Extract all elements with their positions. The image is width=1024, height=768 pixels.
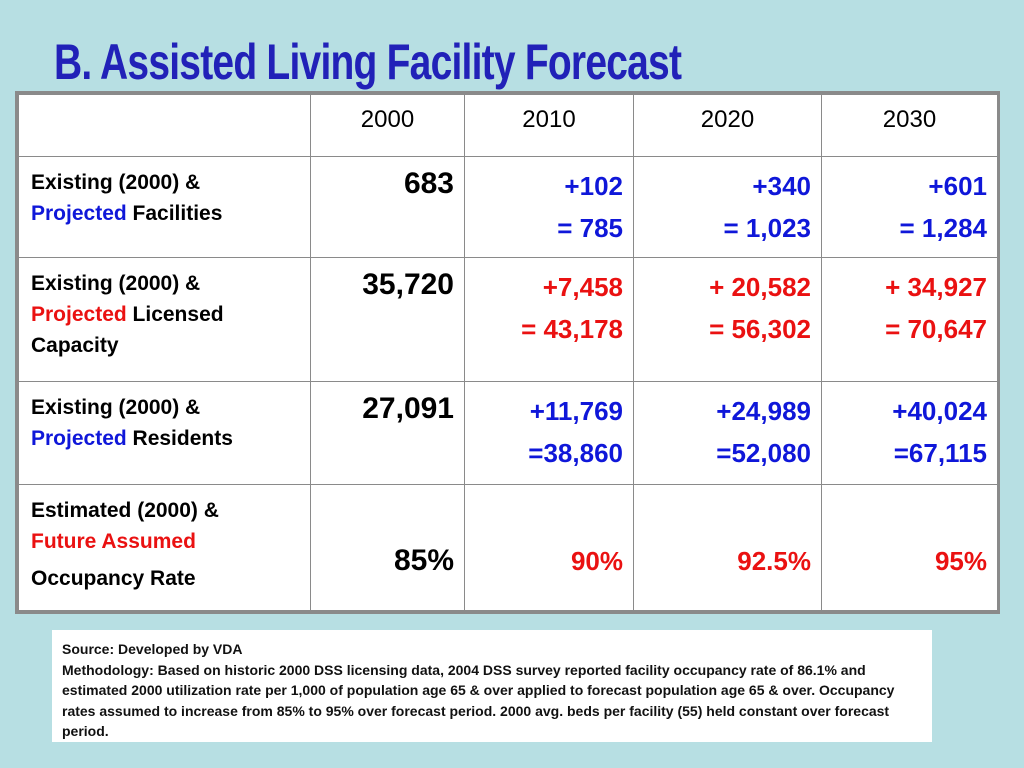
- label-rest: Occupancy Rate: [31, 567, 196, 590]
- base-value-2000: 85%: [310, 484, 465, 611]
- label-highlight: Projected: [31, 303, 127, 326]
- value-cell-2030: +40,024 =67,115: [821, 381, 998, 485]
- change-value: +7,458: [542, 272, 623, 302]
- table-header-row: 2000 2010 2020 2030: [18, 94, 998, 157]
- table-row: Existing (2000) & Projected Licensed Cap…: [18, 257, 998, 382]
- table-row: Existing (2000) & Projected Facilities 6…: [18, 156, 998, 258]
- value-cell-2030: 95%: [821, 484, 998, 611]
- value-cell-2030: +601 = 1,284: [821, 156, 998, 258]
- source-note: Source: Developed by VDA Methodology: Ba…: [52, 630, 932, 742]
- value-cell-2030: + 34,927 = 70,647: [821, 257, 998, 382]
- base-value-2000: 27,091: [310, 381, 465, 485]
- total-value: = 56,302: [709, 314, 811, 344]
- value-cell-2020: 92.5%: [633, 484, 822, 611]
- label-highlight: Projected: [31, 202, 127, 225]
- value-cell-2010: +11,769 =38,860: [464, 381, 634, 485]
- value-cell-2010: +102 = 785: [464, 156, 634, 258]
- value-cell-2020: +340 = 1,023: [633, 156, 822, 258]
- total-value: = 785: [557, 213, 623, 243]
- table-row: Existing (2000) & Projected Residents 27…: [18, 381, 998, 485]
- change-value: + 20,582: [709, 272, 811, 302]
- value-cell-2020: + 20,582 = 56,302: [633, 257, 822, 382]
- base-value-2000: 683: [310, 156, 465, 258]
- total-value: =38,860: [528, 438, 623, 468]
- forecast-table-container: 2000 2010 2020 2030 Existing (2000) & Pr…: [15, 91, 1000, 614]
- table-row: Estimated (2000) & Future Assumed Occupa…: [18, 484, 998, 611]
- label-rest: Facilities: [126, 202, 223, 225]
- header-cell-2030: 2030: [821, 94, 998, 157]
- change-value: +24,989: [716, 396, 811, 426]
- total-value: =67,115: [893, 438, 987, 468]
- row-label-residents: Existing (2000) & Projected Residents: [18, 381, 311, 485]
- value-cell-2010: 90%: [464, 484, 634, 611]
- label-highlight: Projected: [31, 427, 127, 450]
- label-highlight: Future Assumed: [31, 530, 196, 553]
- header-cell-2000: 2000: [310, 94, 465, 157]
- label-rest: Licensed Capacity: [31, 303, 224, 357]
- row-label-facilities: Existing (2000) & Projected Facilities: [18, 156, 311, 258]
- slide-title: B. Assisted Living Facility Forecast: [54, 34, 682, 90]
- value-cell-2020: +24,989 =52,080: [633, 381, 822, 485]
- total-value: = 1,284: [899, 213, 987, 243]
- change-value: + 34,927: [885, 272, 987, 302]
- label-prefix: Existing (2000) &: [31, 396, 201, 419]
- source-line: Source: Developed by VDA: [62, 641, 243, 657]
- total-value: = 70,647: [885, 314, 987, 344]
- header-cell-2010: 2010: [464, 94, 634, 157]
- methodology-text: Methodology: Based on historic 2000 DSS …: [62, 661, 895, 740]
- label-rest: Residents: [126, 427, 233, 450]
- row-label-licensed-capacity: Existing (2000) & Projected Licensed Cap…: [18, 257, 311, 382]
- row-label-occupancy-rate: Estimated (2000) & Future Assumed Occupa…: [18, 484, 311, 611]
- header-cell-empty: [18, 94, 311, 157]
- change-value: +601: [928, 171, 987, 201]
- change-value: +11,769: [529, 396, 623, 426]
- header-cell-2020: 2020: [633, 94, 822, 157]
- label-prefix: Existing (2000) &: [31, 272, 201, 295]
- change-value: +340: [752, 171, 811, 201]
- forecast-table: 2000 2010 2020 2030 Existing (2000) & Pr…: [18, 94, 998, 611]
- label-prefix: Existing (2000) &: [31, 171, 201, 194]
- total-value: = 43,178: [521, 314, 623, 344]
- label-prefix: Estimated (2000) &: [31, 499, 219, 522]
- change-value: +102: [564, 171, 623, 201]
- base-value-2000: 35,720: [310, 257, 465, 382]
- total-value: = 1,023: [723, 213, 811, 243]
- change-value: +40,024: [892, 396, 987, 426]
- value-cell-2010: +7,458 = 43,178: [464, 257, 634, 382]
- total-value: =52,080: [716, 438, 811, 468]
